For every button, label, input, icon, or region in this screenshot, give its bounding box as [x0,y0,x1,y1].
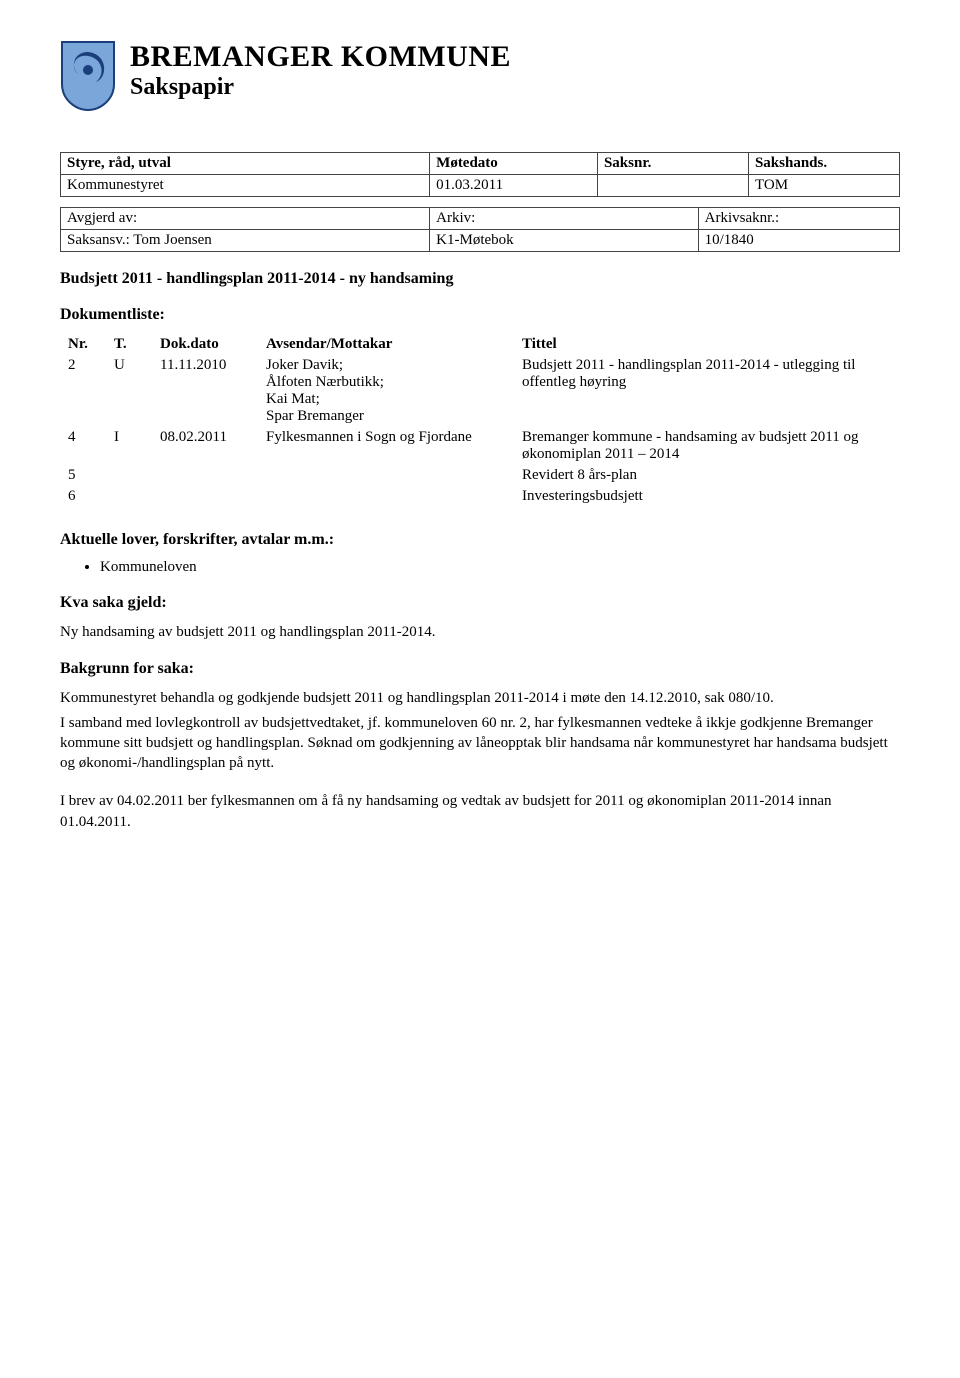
cell-t: I [106,427,152,465]
col-date: Dok.dato [152,334,258,355]
cell-saksnr [597,175,748,197]
table-row: 5 Revidert 8 års-plan [60,465,900,486]
table-row: Avgjerd av: Arkiv: Arkivsaknr.: [61,208,900,230]
background-p2: I samband med lovlegkontroll av budsjett… [60,713,900,774]
laws-list: Kommuneloven [60,559,900,576]
doc-type: Sakspapir [130,74,511,101]
doclist-heading: Dokumentliste: [60,306,900,324]
cell-date [152,465,258,486]
meeting-table: Styre, råd, utval Møtedato Saksnr. Saksh… [60,152,900,197]
table-row: 6 Investeringsbudsjett [60,486,900,507]
col-motedato: Møtedato [430,153,598,175]
cell-arkivsaknr: 10/1840 [698,230,899,252]
table-row: 4I08.02.2011Fylkesmannen i Sogn og Fjord… [60,427,900,465]
background-heading: Bakgrunn for saka: [60,660,900,678]
cell-sakshands: TOM [748,175,899,197]
cell-arkiv-label: Arkiv: [430,208,698,230]
document-list-table: Nr. T. Dok.dato Avsendar/Mottakar Tittel… [60,334,900,507]
cell-title: Revidert 8 års-plan [514,465,900,486]
meta-table: Avgjerd av: Arkiv: Arkivsaknr.: Saksansv… [60,207,900,252]
table-row: Kommunestyret 01.03.2011 TOM [61,175,900,197]
cell-title: Bremanger kommune - handsaming av budsje… [514,427,900,465]
list-item: Kommuneloven [100,559,900,576]
cell-nr: 5 [60,465,106,486]
cell-arkivsaknr-label: Arkivsaknr.: [698,208,899,230]
background-p1: Kommunestyret behandla og godkjende buds… [60,688,900,708]
cell-nr: 4 [60,427,106,465]
cell-sender [258,486,514,507]
col-saksnr: Saksnr. [597,153,748,175]
col-title: Tittel [514,334,900,355]
cell-sender: Joker Davik; Ålfoten Nærbutikk; Kai Mat;… [258,355,514,427]
cell-nr: 6 [60,486,106,507]
background-p3: I brev av 04.02.2011 ber fylkesmannen om… [60,791,900,832]
cell-date: 08.02.2011 [152,427,258,465]
cell-t: U [106,355,152,427]
table-header-row: Styre, råd, utval Møtedato Saksnr. Saksh… [61,153,900,175]
case-title: Budsjett 2011 - handlingsplan 2011-2014 … [60,270,900,288]
col-t: T. [106,334,152,355]
matter-heading: Kva saka gjeld: [60,594,900,612]
col-sakshands: Sakshands. [748,153,899,175]
cell-nr: 2 [60,355,106,427]
table-header-row: Nr. T. Dok.dato Avsendar/Mottakar Tittel [60,334,900,355]
document-header: BREMANGER KOMMUNE Sakspapir [60,40,900,112]
cell-sender [258,465,514,486]
col-nr: Nr. [60,334,106,355]
table-row: Saksansv.: Tom Joensen K1-Møtebok 10/184… [61,230,900,252]
cell-t [106,465,152,486]
cell-saksansv: Saksansv.: Tom Joensen [61,230,430,252]
laws-heading: Aktuelle lover, forskrifter, avtalar m.m… [60,531,900,549]
cell-date [152,486,258,507]
municipality-logo-icon [60,40,116,112]
col-sender: Avsendar/Mottakar [258,334,514,355]
cell-sender: Fylkesmannen i Sogn og Fjordane [258,427,514,465]
table-row: 2U11.11.2010Joker Davik; Ålfoten Nærbuti… [60,355,900,427]
org-name: BREMANGER KOMMUNE [130,40,511,74]
cell-arkiv: K1-Møtebok [430,230,698,252]
cell-motedato: 01.03.2011 [430,175,598,197]
cell-title: Budsjett 2011 - handlingsplan 2011-2014 … [514,355,900,427]
header-titles: BREMANGER KOMMUNE Sakspapir [130,40,511,101]
cell-title: Investeringsbudsjett [514,486,900,507]
cell-date: 11.11.2010 [152,355,258,427]
cell-t [106,486,152,507]
matter-text: Ny handsaming av budsjett 2011 og handli… [60,622,900,642]
cell-styre: Kommunestyret [61,175,430,197]
col-styre: Styre, råd, utval [61,153,430,175]
cell-avgjerd-label: Avgjerd av: [61,208,430,230]
